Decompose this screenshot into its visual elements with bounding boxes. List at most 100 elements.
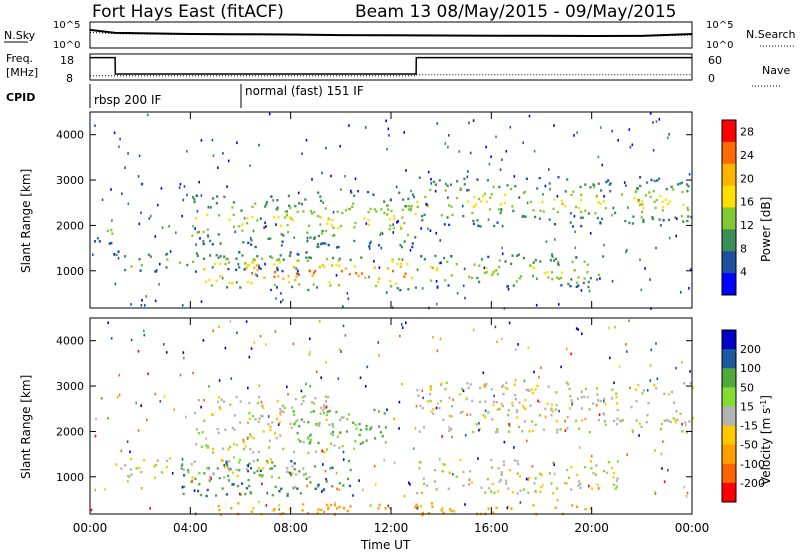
power-noise-cell (154, 299, 157, 303)
power-noise-cell (321, 171, 323, 175)
velocity-cell (358, 422, 361, 426)
power-cell (294, 204, 297, 208)
velocity-cell (555, 391, 558, 394)
power-cell (285, 213, 288, 217)
power-noise-cell (580, 289, 583, 292)
power-cell (605, 180, 608, 184)
velocity-cell (233, 414, 237, 417)
power-cell (435, 268, 438, 272)
velocity-colorbar-tick: -15 (740, 420, 758, 433)
velocity-cell (531, 391, 534, 395)
power-colorbar-label: Power [dB] (759, 197, 773, 262)
y-tick-label: 1000 (56, 471, 84, 484)
velocity-cell (230, 507, 233, 510)
power-noise-cell (101, 198, 104, 202)
velocity-cell (209, 475, 212, 479)
power-cell (511, 254, 514, 257)
velocity-cell (206, 488, 209, 492)
velocity-colorbar-swatch (722, 387, 736, 407)
velocity-cell (312, 402, 316, 405)
power-cell (232, 201, 235, 204)
power-cell (226, 286, 229, 289)
power-cell (392, 269, 395, 273)
velocity-cell (365, 424, 368, 428)
power-cell (306, 240, 309, 243)
power-cell (296, 272, 299, 275)
velocity-cell (571, 400, 574, 404)
power-cell (341, 211, 344, 215)
velocity-noise-cell (558, 409, 560, 413)
power-cell (254, 202, 257, 205)
power-noise-cell (409, 249, 412, 252)
velocity-cell (182, 468, 185, 471)
power-noise-cell (380, 246, 383, 250)
power-cell (106, 229, 109, 233)
power-cell (367, 211, 370, 214)
velocity-cell (331, 433, 335, 437)
velocity-noise-cell (413, 447, 415, 450)
power-cell (583, 277, 586, 280)
power-cell (500, 209, 503, 213)
velocity-cell (492, 512, 495, 515)
velocity-cell (420, 491, 424, 495)
power-cell (560, 276, 563, 280)
power-noise-cell (533, 149, 536, 153)
velocity-cell (421, 514, 424, 517)
velocity-noise-cell (107, 417, 109, 420)
power-cell (539, 209, 542, 212)
velocity-cell (198, 483, 201, 486)
velocity-cell (160, 471, 163, 474)
velocity-cell (279, 407, 282, 411)
velocity-cell (276, 399, 279, 403)
power-noise-cell (387, 127, 390, 131)
velocity-noise-cell (418, 467, 421, 470)
velocity-cell (630, 405, 633, 409)
power-cell (360, 256, 363, 259)
power-noise-cell (522, 141, 524, 145)
velocity-cell (500, 471, 503, 474)
power-cell (608, 183, 611, 186)
power-cell (312, 271, 316, 275)
velocity-cell (488, 487, 491, 490)
power-cell (389, 224, 392, 227)
velocity-cell (197, 432, 201, 435)
velocity-cell (616, 408, 619, 412)
velocity-cell (153, 465, 156, 468)
velocity-cell (575, 473, 579, 477)
velocity-noise-cell (399, 334, 401, 338)
velocity-cell (676, 418, 679, 422)
velocity-noise-cell (408, 481, 410, 485)
power-cell (305, 251, 308, 254)
velocity-cell (130, 457, 133, 461)
power-cell (570, 278, 573, 281)
velocity-cell (554, 506, 557, 509)
power-cell (532, 261, 535, 264)
power-cell (368, 245, 371, 248)
power-cell (380, 231, 383, 234)
power-cell (271, 256, 274, 259)
power-noise-cell (200, 139, 203, 142)
velocity-noise-cell (553, 463, 555, 466)
power-cell (202, 240, 205, 243)
power-cell (228, 281, 232, 285)
power-noise-cell (668, 236, 671, 240)
power-cell (246, 264, 249, 267)
velocity-cell (580, 390, 583, 393)
power-cell (344, 267, 347, 270)
power-cell (680, 215, 683, 218)
velocity-noise-cell (331, 423, 334, 426)
velocity-cell (331, 466, 334, 469)
velocity-cell (462, 470, 465, 474)
power-cell (579, 185, 582, 189)
velocity-cell (416, 505, 419, 508)
velocity-cell (221, 459, 224, 462)
power-noise-cell (680, 291, 682, 294)
power-noise-cell (397, 219, 399, 223)
velocity-cell (249, 448, 252, 451)
power-cell (687, 215, 690, 218)
power-cell (191, 234, 194, 237)
power-noise-cell (94, 124, 96, 127)
velocity-cell (495, 431, 498, 434)
velocity-noise-cell (242, 438, 245, 442)
power-cell (259, 267, 262, 270)
